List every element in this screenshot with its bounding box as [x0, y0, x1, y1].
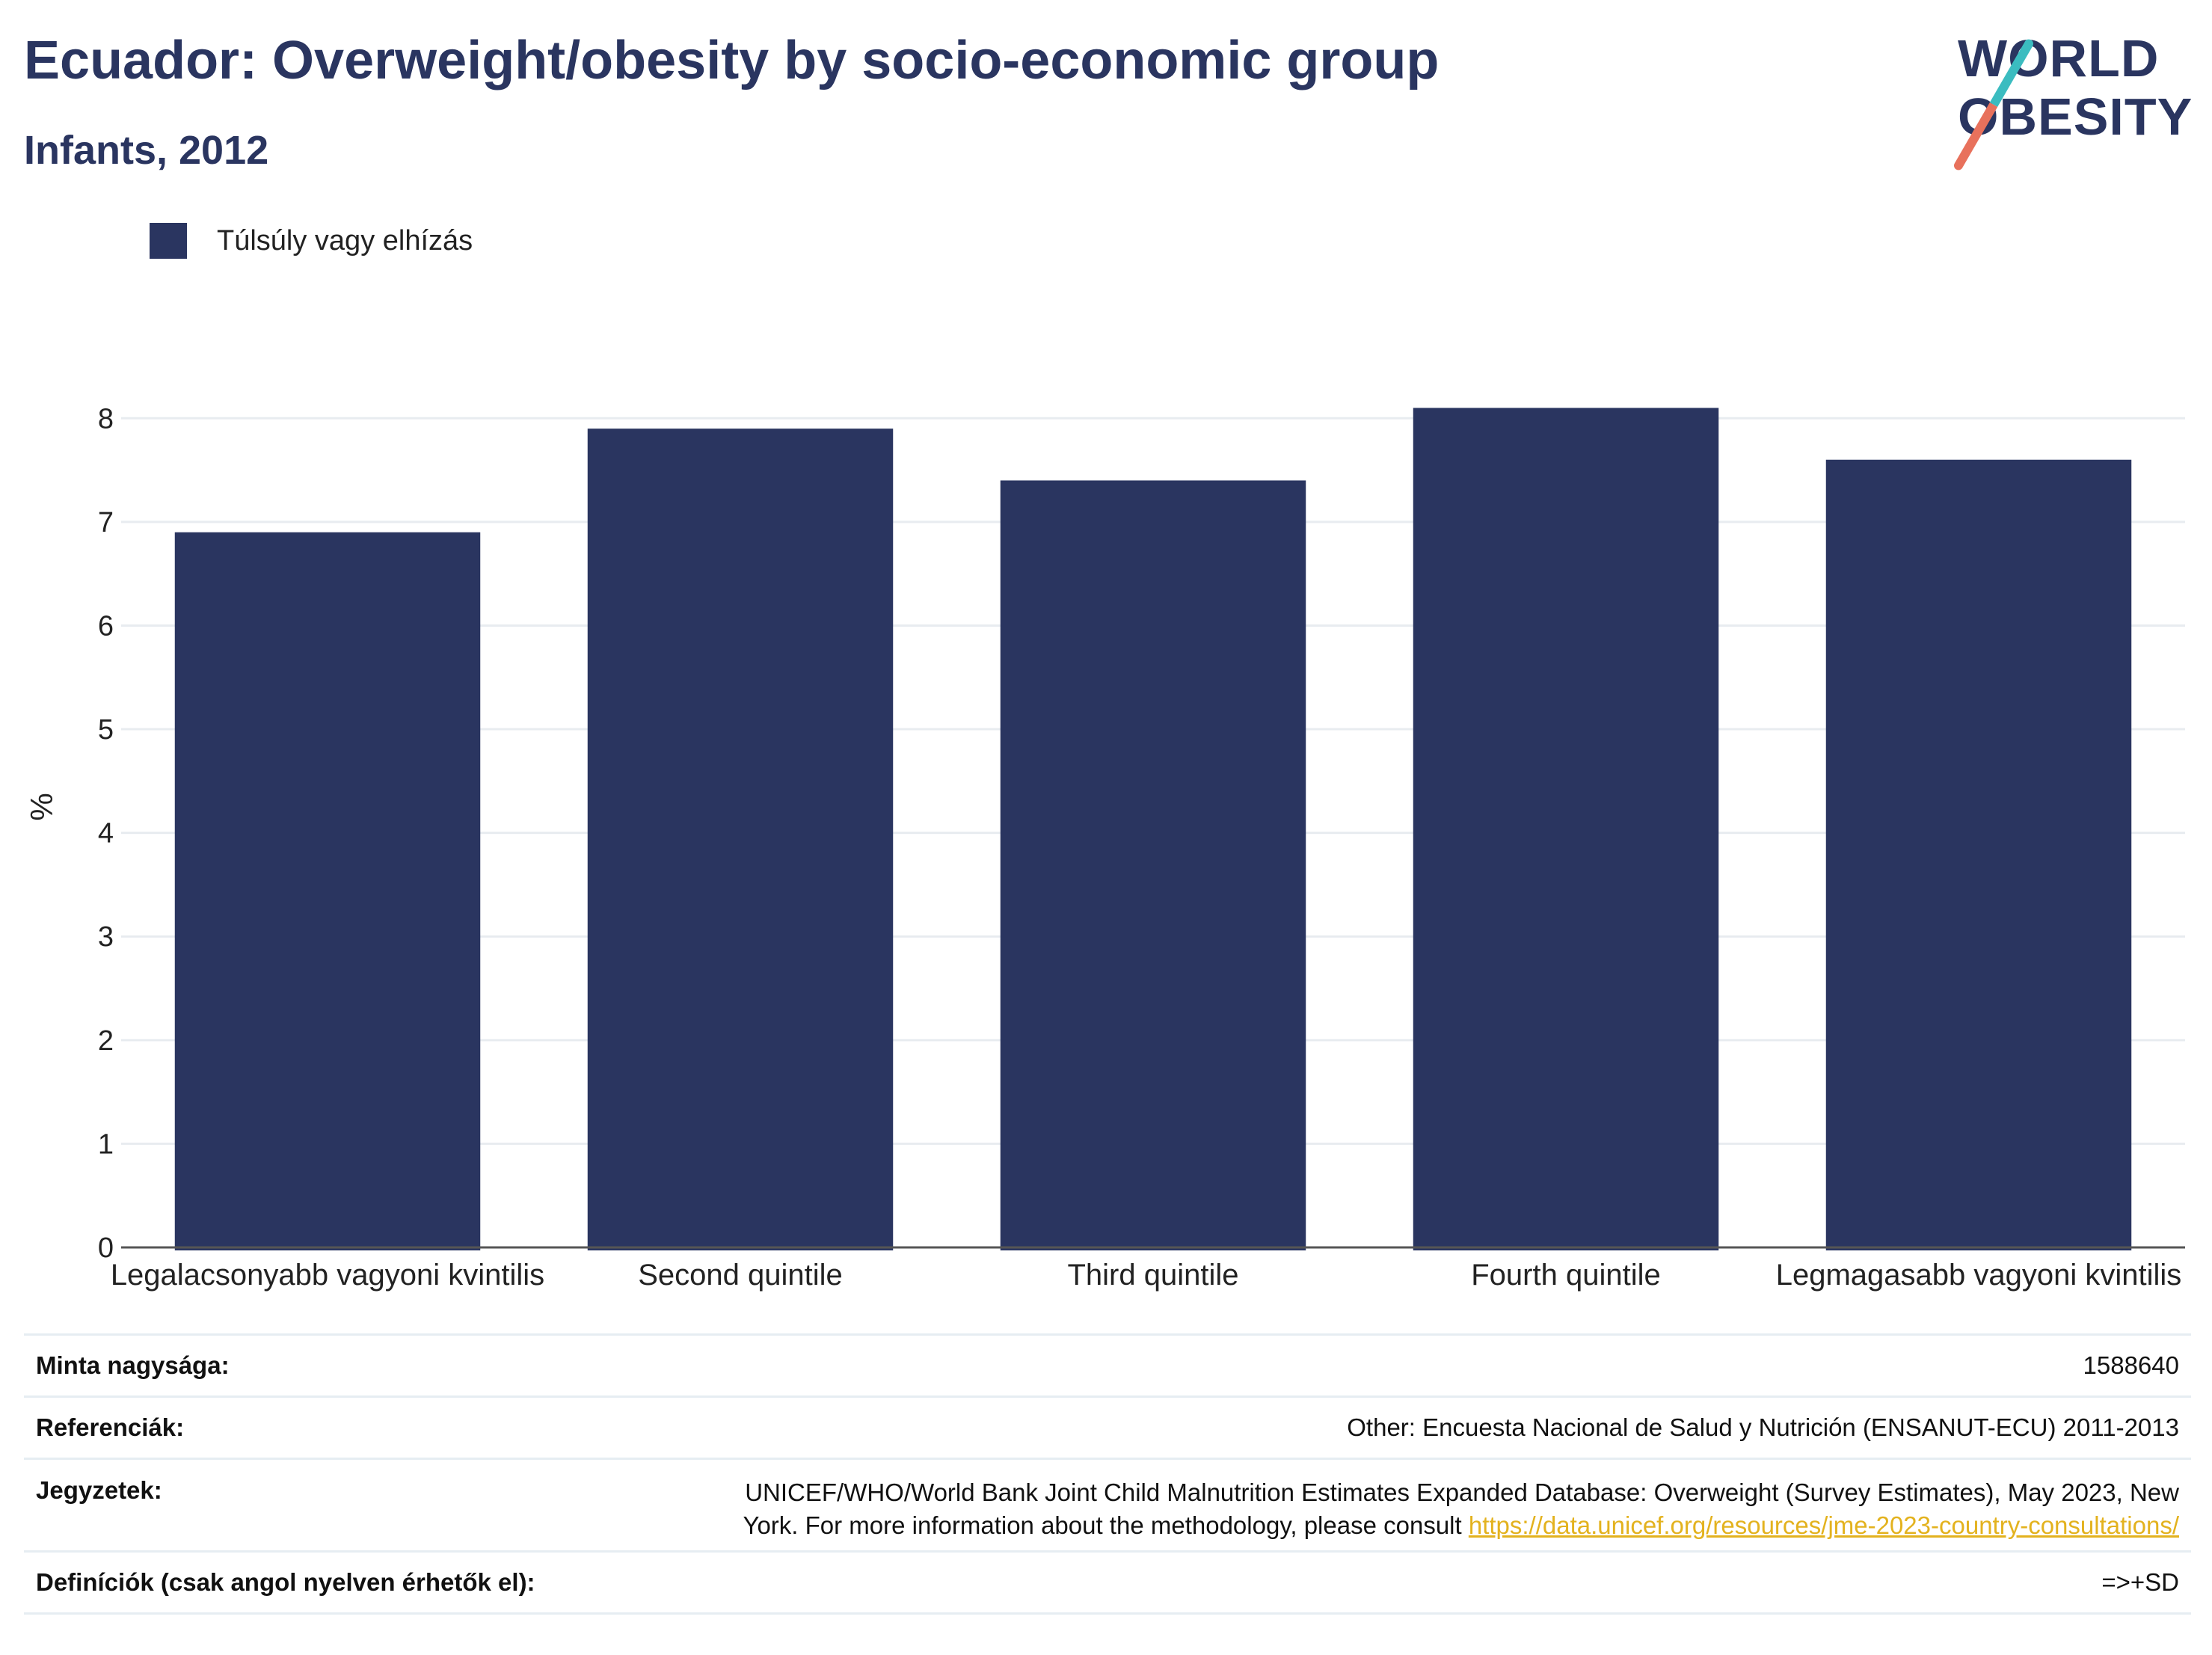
- y-tick-label: 6: [98, 610, 114, 642]
- notes-line-1: UNICEF/WHO/World Bank Joint Child Malnut…: [745, 1479, 2179, 1506]
- bar: [1825, 459, 2132, 1250]
- logo-line-1: WORLD: [1958, 29, 2160, 87]
- bar: [1000, 480, 1306, 1251]
- legend-swatch: [150, 223, 187, 259]
- x-tick-label: Legalacsonyabb vagyoni kvintilis: [111, 1259, 544, 1292]
- bar-chart: 0 1 2 3 4 5 6 7 8% Legalacsonyabb vagyoni kvintil…: [24, 403, 2185, 1292]
- x-tick-label: Third quintile: [1067, 1259, 1238, 1292]
- x-tick-label: Legmagasabb vagyoni kvintilis: [1776, 1259, 2182, 1292]
- info-value: =>+SD: [2101, 1568, 2179, 1596]
- bar: [587, 429, 894, 1250]
- notes-line-2: York. For more information about the met…: [743, 1511, 1469, 1539]
- info-value: 1588640: [2083, 1351, 2179, 1379]
- y-tick-label: 0: [98, 1232, 114, 1264]
- x-tick-label: Second quintile: [638, 1259, 843, 1292]
- x-tick-label: Fourth quintile: [1471, 1259, 1660, 1292]
- info-value: UNICEF/WHO/World Bank Joint Child Malnut…: [743, 1476, 2179, 1542]
- y-tick-label: 1: [98, 1129, 114, 1160]
- y-tick-label: 4: [98, 818, 114, 850]
- y-tick-label: 5: [98, 714, 114, 746]
- methodology-link[interactable]: https://data.unicef.org/resources/jme-20…: [1468, 1511, 2179, 1539]
- page-title: Ecuador: Overweight/obesity by socio-eco…: [24, 31, 1440, 90]
- bar: [1413, 408, 1719, 1250]
- info-row-references: Referenciák: Other: Encuesta Nacional de…: [24, 1395, 2191, 1458]
- page-subtitle: Infants, 2012: [24, 128, 269, 173]
- info-key: Referenciák:: [36, 1413, 185, 1441]
- info-key: Minta nagysága:: [36, 1351, 230, 1379]
- info-row-sample-size: Minta nagysága: 1588640: [24, 1333, 2191, 1395]
- bar: [174, 532, 481, 1250]
- info-row-definitions: Definíciók (csak angol nyelven érhetők e…: [24, 1550, 2191, 1615]
- chart-legend: Túlsúly vagy elhízás: [150, 221, 473, 260]
- y-tick-label: 2: [98, 1025, 114, 1057]
- y-axis-title: %: [24, 793, 59, 820]
- info-value: Other: Encuesta Nacional de Salud y Nutr…: [1347, 1413, 2179, 1441]
- y-tick-label: 3: [98, 921, 114, 953]
- info-table: Minta nagysága: 1588640 Referenciák: Oth…: [24, 1333, 2191, 1615]
- info-row-notes: Jegyzetek: UNICEF/WHO/World Bank Joint C…: [24, 1458, 2191, 1550]
- world-obesity-logo: WORLD OBESITY: [1944, 22, 2199, 172]
- y-tick-label: 7: [98, 507, 114, 538]
- info-key: Definíciók (csak angol nyelven érhetők e…: [36, 1568, 535, 1596]
- legend-label: Túlsúly vagy elhízás: [217, 224, 473, 257]
- info-key: Jegyzetek:: [36, 1476, 162, 1504]
- y-tick-label: 8: [98, 403, 114, 435]
